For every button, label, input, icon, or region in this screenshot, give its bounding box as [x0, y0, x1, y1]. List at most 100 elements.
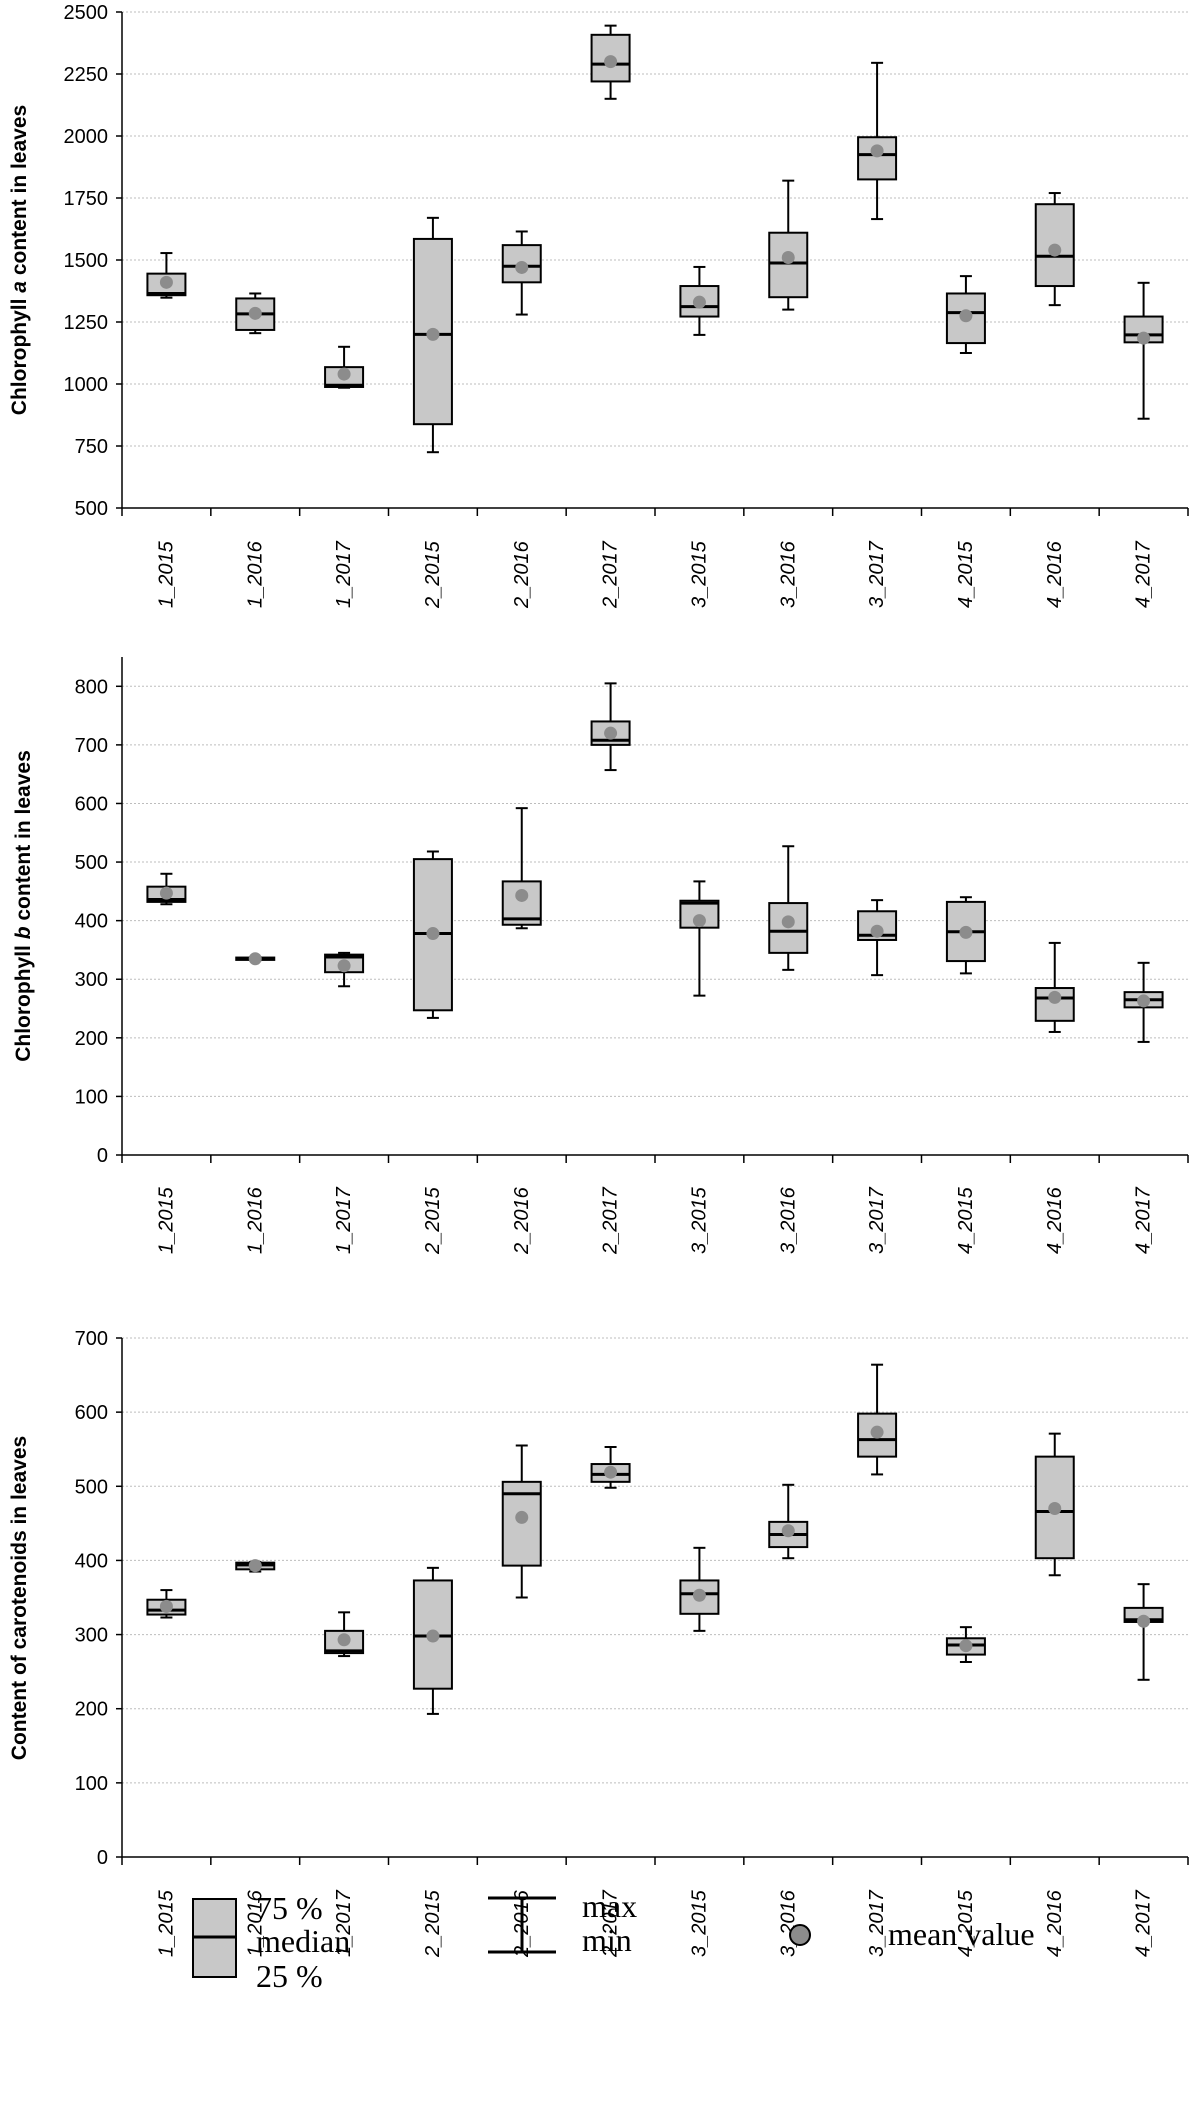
- y-axis-title: Content of carotenoids in leaves: [8, 1436, 31, 1760]
- box-3_2016: [768, 845, 809, 971]
- x-tick-label: 3_2015: [688, 1186, 710, 1254]
- box-4_2016: [1034, 192, 1075, 307]
- y-tick-label: 0: [97, 1145, 108, 1167]
- x-tick-label: 4_2016: [1044, 1889, 1066, 1957]
- y-tick-label: 700: [75, 1328, 108, 1350]
- x-tick-label: 1_2016: [244, 1889, 266, 1957]
- x-tick-label: 1_2017: [333, 540, 355, 608]
- box-3_2017: [857, 1363, 898, 1476]
- y-axis-title: Chlorophyll a content in leaves: [8, 105, 31, 415]
- y-tick-label: 600: [75, 793, 108, 815]
- mean-marker: [426, 927, 440, 941]
- mean-marker: [248, 952, 262, 966]
- x-tick-label: 2_2015: [422, 540, 444, 609]
- legend-max-label: max: [582, 1888, 637, 1924]
- mean-marker: [870, 924, 884, 938]
- x-tick-label: 1_2015: [155, 1186, 177, 1254]
- legend-q3-label: 75 %: [256, 1890, 323, 1926]
- x-tick-label: 2_2017: [600, 540, 622, 609]
- x-tick-label: 2_2017: [600, 1889, 622, 1958]
- box-4_2017: [1123, 281, 1164, 420]
- y-tick-label: 2250: [64, 64, 109, 86]
- x-tick-label: 2_2015: [422, 1889, 444, 1958]
- box-iqr: [501, 1480, 542, 1567]
- box-2_2015: [412, 1566, 453, 1715]
- x-tick-label: 3_2016: [777, 1889, 799, 1957]
- mean-marker: [870, 1425, 884, 1439]
- x-tick-label: 4_2015: [955, 1889, 977, 1957]
- x-tick-label: 2_2015: [422, 1186, 444, 1255]
- x-tick-label: 1_2017: [333, 1889, 355, 1957]
- box-2_2017: [590, 1445, 631, 1489]
- x-tick-label: 3_2017: [866, 1186, 888, 1254]
- mean-marker: [1048, 243, 1062, 257]
- x-tick-label: 3_2016: [777, 1186, 799, 1254]
- mean-marker: [426, 1629, 440, 1643]
- mean-marker: [426, 327, 440, 341]
- box-iqr: [768, 231, 809, 299]
- y-tick-label: 700: [75, 735, 108, 757]
- mean-marker: [781, 251, 795, 265]
- box-2_2016: [501, 230, 542, 316]
- y-tick-label: 600: [75, 1402, 108, 1424]
- mean-marker: [692, 1588, 706, 1602]
- mean-marker: [692, 295, 706, 309]
- box-1_2016: [235, 952, 276, 966]
- box-3_2015: [679, 1546, 720, 1632]
- y-tick-label: 100: [75, 1086, 108, 1108]
- y-tick-label: 200: [75, 1028, 108, 1050]
- legend-mean-marker: [789, 1924, 811, 1946]
- box-4_2015: [945, 1626, 986, 1664]
- x-tick-label: 3_2017: [866, 1889, 888, 1957]
- x-tick-label: 4_2015: [955, 1186, 977, 1254]
- x-tick-label: 3_2017: [866, 540, 888, 608]
- x-tick-label: 4_2015: [955, 540, 977, 608]
- mean-marker: [1137, 994, 1151, 1008]
- box-1_2017: [324, 1611, 365, 1658]
- box-3_2017: [857, 61, 898, 221]
- box-1_2017: [324, 345, 365, 389]
- x-tick-label: 4_2017: [1133, 1889, 1155, 1957]
- legend-whisker-sample: [488, 1896, 556, 1954]
- y-axis-title: Chlorophyll b content in leaves: [12, 750, 35, 1062]
- x-tick-label: 2_2017: [600, 1186, 622, 1255]
- chart-chlorophyll-a: 500 750 1000 1250 1500 1750 2000 2250 2500 Chloro…: [8, 2, 1189, 609]
- y-tick-label: 300: [75, 1625, 108, 1647]
- mean-marker: [248, 306, 262, 320]
- y-tick-label: 500: [75, 1476, 108, 1498]
- box-iqr: [679, 285, 720, 318]
- mean-marker: [159, 275, 173, 289]
- x-tick-label: 3_2016: [777, 540, 799, 608]
- x-tick-label: 4_2017: [1133, 540, 1155, 608]
- mean-marker: [515, 260, 529, 274]
- box-2_2017: [590, 24, 631, 100]
- y-tick-label: 400: [75, 1550, 108, 1572]
- legend-min-label: min: [582, 1922, 632, 1958]
- y-tick-label: 100: [75, 1773, 108, 1795]
- box-3_2015: [679, 880, 720, 997]
- mean-marker: [1137, 331, 1151, 345]
- x-tick-label: 4_2016: [1044, 540, 1066, 608]
- box-3_2017: [857, 899, 898, 977]
- box-3_2016: [768, 1483, 809, 1560]
- y-tick-label: 1750: [64, 188, 109, 210]
- x-tick-label: 1_2017: [333, 1186, 355, 1254]
- box-4_2015: [945, 896, 986, 975]
- box-iqr: [1034, 987, 1075, 1022]
- legend: 75 % median 25 % max min mean value: [192, 1888, 1035, 1994]
- mean-marker: [515, 888, 529, 902]
- mean-marker: [959, 1639, 973, 1653]
- mean-marker: [1048, 990, 1062, 1004]
- mean-marker: [870, 144, 884, 158]
- x-tick-label: 1_2015: [155, 1889, 177, 1957]
- x-tick-label: 1_2016: [244, 1186, 266, 1254]
- box-1_2016: [235, 1559, 276, 1573]
- x-tick-label: 1_2015: [155, 540, 177, 608]
- mean-marker: [337, 1633, 351, 1647]
- box-2_2016: [501, 807, 542, 930]
- legend-mean-label: mean value: [888, 1916, 1035, 1952]
- legend-q1-label: 25 %: [256, 1958, 323, 1994]
- mean-marker: [604, 1465, 618, 1479]
- y-tick-label: 0: [97, 1847, 108, 1869]
